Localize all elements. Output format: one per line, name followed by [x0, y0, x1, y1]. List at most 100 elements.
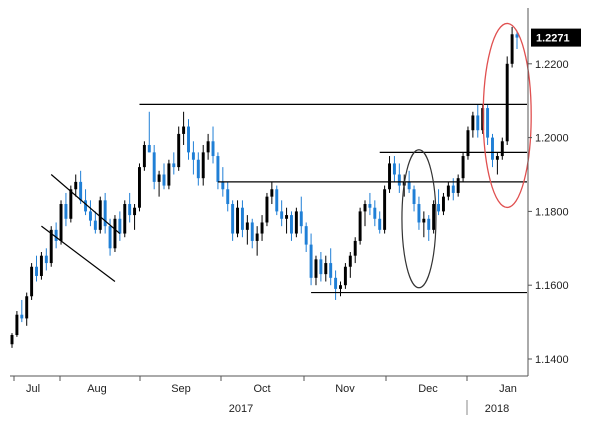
candle-body: [495, 156, 499, 160]
candle-body: [285, 215, 289, 219]
candle-body: [412, 189, 416, 205]
candle-body: [118, 218, 122, 234]
candle: [206, 133, 210, 160]
candle-body: [471, 115, 475, 131]
candle: [138, 163, 141, 212]
candle: [461, 152, 465, 182]
candle-body: [388, 163, 391, 190]
candle: [383, 185, 387, 234]
candle-body: [128, 204, 132, 216]
candle: [505, 56, 509, 145]
candle: [236, 200, 240, 238]
candle: [182, 111, 186, 145]
last-price-badge: 1.2271: [531, 28, 581, 47]
candle: [446, 181, 450, 201]
candle: [113, 215, 117, 252]
candle-body: [226, 189, 230, 205]
candle-body: [491, 137, 494, 160]
candle: [495, 152, 499, 175]
candle: [348, 251, 352, 278]
candle-body: [417, 204, 421, 223]
candle-body: [348, 255, 352, 267]
candle: [226, 181, 230, 212]
candle-body: [216, 156, 220, 182]
candle-body: [191, 152, 195, 160]
last-price-label: 1.2271: [536, 33, 570, 45]
candle-body: [59, 204, 63, 241]
candle-body: [221, 181, 225, 190]
candle: [456, 174, 460, 197]
candle: [285, 207, 289, 234]
red-ellipse: [482, 22, 532, 209]
candle: [412, 185, 416, 212]
candle: [15, 311, 19, 337]
candle: [240, 200, 244, 238]
candle-body: [314, 259, 318, 278]
candle: [270, 181, 274, 205]
candle-body: [275, 189, 279, 212]
candle-body: [88, 211, 92, 221]
candle-body: [138, 167, 141, 208]
candle: [324, 255, 328, 282]
candle: [500, 137, 504, 160]
candle: [471, 111, 475, 138]
candle: [422, 211, 426, 238]
candle: [314, 255, 318, 286]
candle: [167, 159, 171, 190]
black-ellipse: [401, 149, 437, 289]
candles-layer: [10, 26, 519, 348]
candle-body: [20, 314, 24, 319]
candle: [211, 126, 215, 164]
channel-lower-line: [41, 225, 116, 282]
candle-body: [206, 141, 210, 153]
candle: [309, 233, 313, 286]
candle: [334, 270, 338, 300]
candle-body: [378, 218, 382, 230]
candle: [378, 211, 382, 234]
candle-body: [299, 211, 303, 227]
candle-body: [500, 141, 504, 157]
candle-body: [187, 126, 190, 153]
candle: [510, 26, 514, 68]
candle: [329, 248, 333, 286]
candle: [142, 141, 146, 171]
candle-body: [162, 174, 166, 186]
candle-body: [363, 204, 367, 212]
y-tick-label: 1.2000: [535, 133, 569, 145]
candle-body: [44, 255, 48, 264]
candle: [177, 126, 181, 171]
candle: [294, 207, 298, 238]
candle: [437, 189, 441, 216]
candle-body: [167, 163, 171, 186]
candle: [441, 192, 445, 216]
y-tick-label: 1.1800: [535, 206, 569, 218]
candle-body: [437, 204, 441, 212]
candle-body: [250, 222, 254, 241]
candle: [491, 133, 494, 168]
candle: [84, 189, 88, 216]
candle: [152, 144, 156, 190]
candle: [128, 192, 132, 223]
candle: [35, 255, 38, 282]
candle: [353, 237, 357, 264]
candle-body: [515, 34, 519, 38]
candle: [39, 251, 43, 280]
candle: [172, 152, 176, 175]
candle: [289, 211, 293, 241]
candle: [417, 196, 421, 230]
channel-upper-line: [50, 174, 121, 234]
candle-body: [392, 163, 396, 175]
candle-body: [25, 296, 29, 319]
candle: [98, 196, 102, 234]
candle: [392, 156, 396, 182]
candle-body: [30, 266, 34, 297]
candle-body: [177, 133, 181, 168]
candle: [44, 248, 48, 271]
candle-body: [466, 130, 470, 157]
candle-body: [383, 189, 387, 230]
last-price-badge-bg: [531, 28, 581, 47]
candle-body: [35, 266, 38, 276]
candle-body: [211, 141, 215, 157]
x-month-label: Dec: [418, 383, 438, 395]
candle-body: [339, 285, 342, 289]
